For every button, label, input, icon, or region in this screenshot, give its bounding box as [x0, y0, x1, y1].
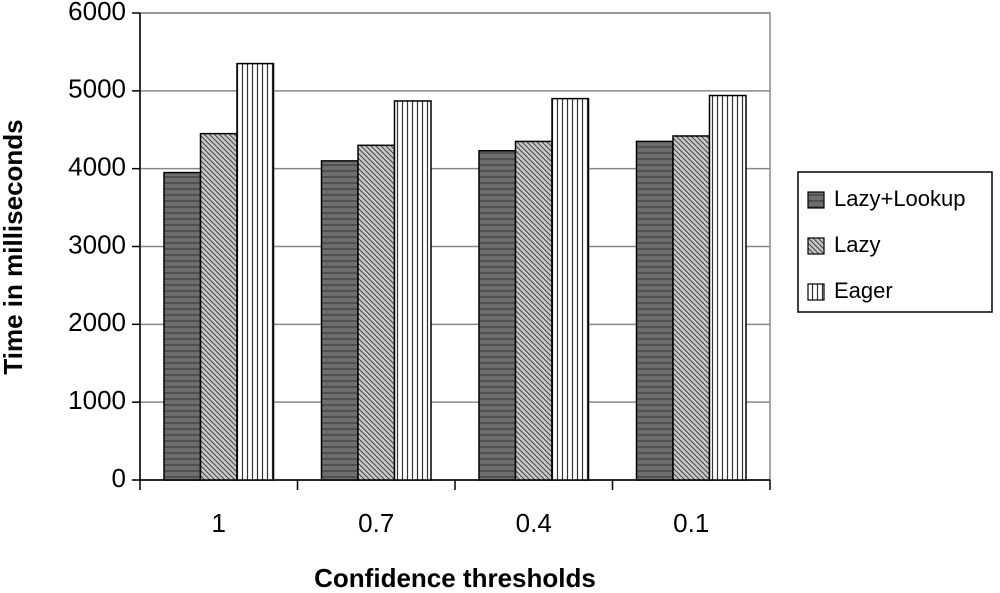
bar	[357, 144, 396, 481]
bar	[320, 160, 359, 481]
legend-swatch	[807, 237, 825, 255]
legend-label: Eager	[834, 278, 893, 303]
bar	[672, 135, 711, 481]
y-tick-label: 3000	[68, 229, 126, 259]
legend-label: Lazy	[834, 232, 880, 257]
legend-swatch	[807, 191, 825, 209]
bar	[199, 132, 238, 481]
legend-swatch	[807, 283, 825, 301]
bar	[514, 140, 553, 481]
y-tick-label: 5000	[68, 74, 126, 104]
y-tick-label: 0	[112, 463, 126, 493]
legend-box	[797, 171, 993, 313]
bar	[393, 100, 432, 481]
bar	[635, 140, 674, 481]
y-axis-label: Time in milliseconds	[0, 119, 28, 374]
bar	[236, 62, 275, 481]
x-tick-label: 1	[212, 508, 226, 538]
bar	[708, 94, 747, 481]
x-axis-label: Confidence thresholds	[314, 563, 596, 593]
legend-label: Lazy+Lookup	[834, 186, 966, 211]
y-tick-label: 4000	[68, 152, 126, 182]
x-tick-label: 0.7	[358, 508, 394, 538]
x-tick-label: 0.4	[516, 508, 552, 538]
x-tick-label: 0.1	[673, 508, 709, 538]
y-tick-label: 2000	[68, 307, 126, 337]
y-tick-label: 1000	[68, 385, 126, 415]
bar	[478, 150, 517, 481]
y-tick-label: 6000	[68, 0, 126, 26]
bar	[551, 97, 590, 481]
bar	[163, 171, 202, 481]
